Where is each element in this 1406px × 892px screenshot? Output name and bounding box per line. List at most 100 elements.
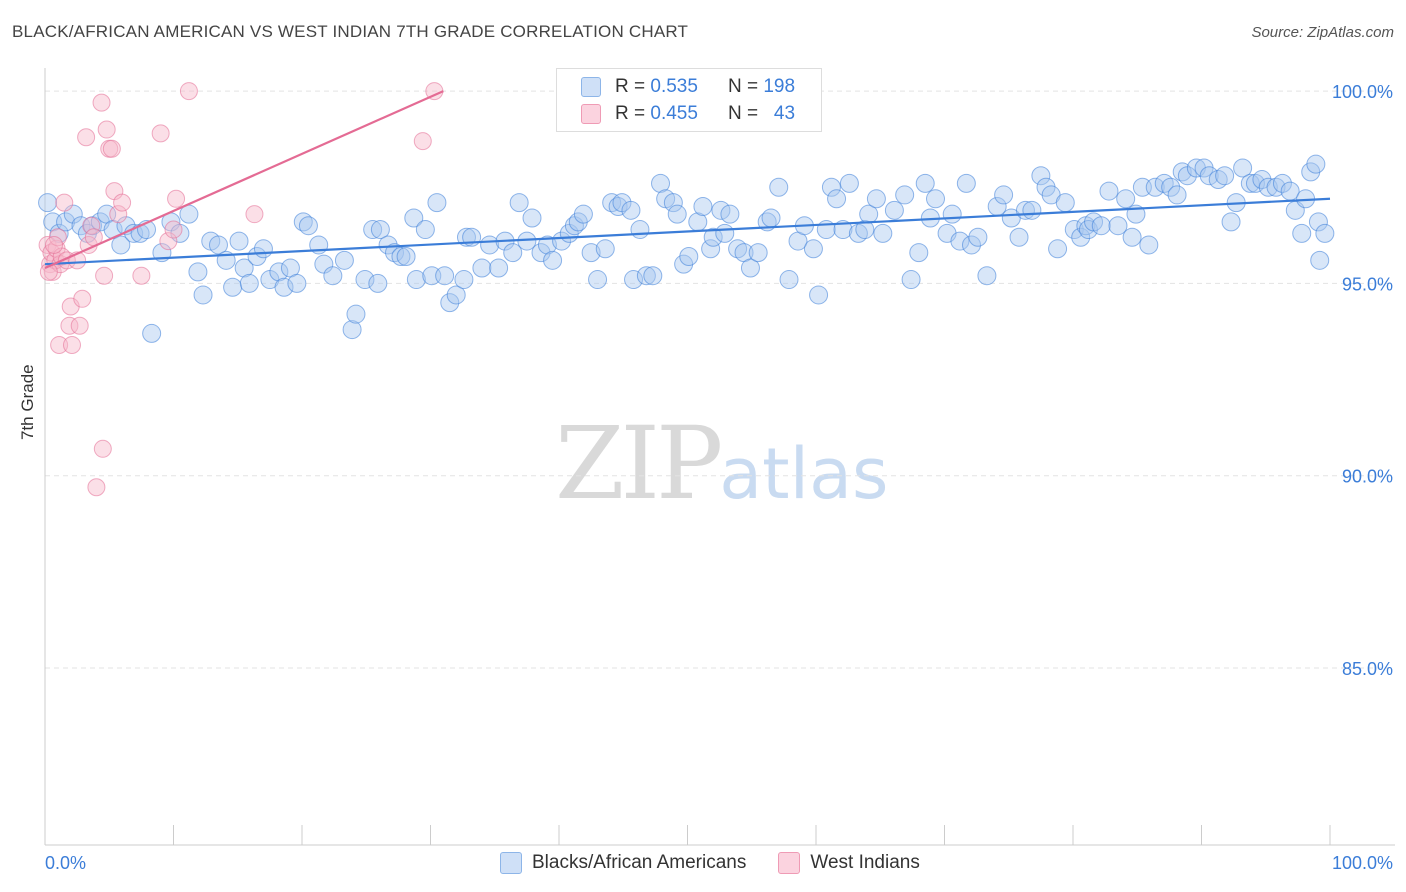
point-blacks	[977, 266, 997, 286]
point-blacks	[427, 193, 447, 213]
point-blacks	[1071, 227, 1091, 247]
point-blacks	[391, 246, 411, 266]
legend-row-west-indians: R = 0.455 N = 43	[581, 103, 795, 125]
point-blacks	[588, 270, 608, 290]
point-blacks	[926, 189, 946, 209]
point-blacks	[833, 220, 853, 240]
point-blacks	[956, 173, 976, 193]
point-blacks	[1240, 173, 1260, 193]
point-blacks	[915, 173, 935, 193]
point-blacks	[531, 243, 551, 263]
point-west-indians	[97, 120, 116, 139]
point-blacks	[234, 258, 254, 278]
point-blacks	[1091, 216, 1111, 236]
point-blacks	[1055, 193, 1075, 213]
point-west-indians	[55, 193, 74, 212]
point-blacks	[703, 227, 723, 247]
point-west-indians	[70, 316, 89, 335]
point-blacks	[1031, 166, 1051, 186]
point-west-indians	[167, 189, 186, 208]
point-blacks	[293, 212, 313, 232]
point-blacks	[543, 250, 563, 270]
legend-swatch-blacks	[581, 77, 601, 97]
point-blacks	[1315, 223, 1335, 243]
point-blacks	[884, 200, 904, 220]
point-blacks	[769, 177, 789, 197]
point-west-indians	[93, 439, 112, 458]
point-blacks	[56, 212, 76, 232]
point-blacks	[809, 285, 829, 305]
y-tick-label: 85.0%	[1342, 659, 1393, 679]
point-blacks	[573, 204, 593, 224]
point-blacks	[779, 270, 799, 290]
point-blacks	[942, 204, 962, 224]
watermark: ZIPatlas	[555, 405, 888, 522]
point-west-indians	[113, 193, 132, 212]
point-blacks	[1009, 227, 1029, 247]
point-blacks	[435, 266, 455, 286]
point-blacks	[208, 235, 228, 255]
point-blacks	[363, 220, 383, 240]
point-west-indians	[102, 139, 121, 158]
point-blacks	[1272, 173, 1292, 193]
point-blacks	[223, 277, 243, 297]
point-west-indians	[50, 335, 69, 354]
point-blacks	[396, 246, 416, 266]
point-blacks	[855, 220, 875, 240]
point-blacks	[667, 204, 687, 224]
point-blacks	[748, 243, 768, 263]
point-blacks	[624, 270, 644, 290]
y-tick-label: 90.0%	[1342, 467, 1393, 487]
bottom-legend-blacks: Blacks/African Americans	[500, 852, 746, 874]
point-blacks	[1233, 158, 1253, 178]
point-blacks	[651, 173, 671, 193]
point-blacks	[287, 273, 307, 293]
point-blacks	[446, 285, 466, 305]
point-blacks	[663, 193, 683, 213]
point-blacks	[701, 239, 721, 259]
point-blacks	[229, 231, 249, 251]
point-west-indians	[109, 205, 128, 224]
point-blacks	[404, 208, 424, 228]
point-blacks	[715, 223, 735, 243]
bottom-legend-west-indians: West Indians	[778, 852, 920, 874]
point-blacks	[1310, 250, 1330, 270]
point-blacks	[827, 189, 847, 209]
point-blacks	[761, 208, 781, 228]
point-blacks	[298, 216, 318, 236]
point-west-indians	[82, 216, 101, 235]
point-blacks	[873, 223, 893, 243]
point-blacks	[346, 304, 366, 324]
point-blacks	[269, 262, 289, 282]
point-blacks	[636, 266, 656, 286]
source-label: Source: ZipAtlas.com	[1251, 24, 1394, 41]
bottom-legend-swatch-west-indians	[778, 852, 801, 874]
point-blacks	[1108, 216, 1128, 236]
legend-r-label: R =	[615, 76, 646, 97]
point-blacks	[253, 239, 273, 259]
x-tick-label: 100.0%	[1332, 853, 1393, 873]
point-blacks	[111, 235, 131, 255]
trendline-blacks	[44, 197, 1331, 266]
legend-r-label: R =	[615, 103, 646, 124]
point-west-indians	[62, 335, 81, 354]
point-west-indians	[132, 266, 151, 285]
point-blacks	[740, 258, 760, 278]
point-west-indians	[179, 82, 198, 101]
point-blacks	[355, 270, 375, 290]
point-blacks	[1139, 235, 1159, 255]
point-blacks	[961, 235, 981, 255]
point-blacks	[454, 270, 474, 290]
point-blacks	[406, 270, 426, 290]
point-blacks	[472, 258, 492, 278]
point-west-indians	[92, 93, 111, 112]
point-blacks	[1167, 185, 1187, 205]
point-blacks	[142, 323, 162, 343]
point-blacks	[440, 293, 460, 313]
point-blacks	[334, 250, 354, 270]
point-blacks	[247, 246, 267, 266]
bottom-legend-label-west-indians: West Indians	[810, 852, 920, 873]
point-blacks	[509, 193, 529, 213]
point-west-indians	[245, 205, 264, 224]
